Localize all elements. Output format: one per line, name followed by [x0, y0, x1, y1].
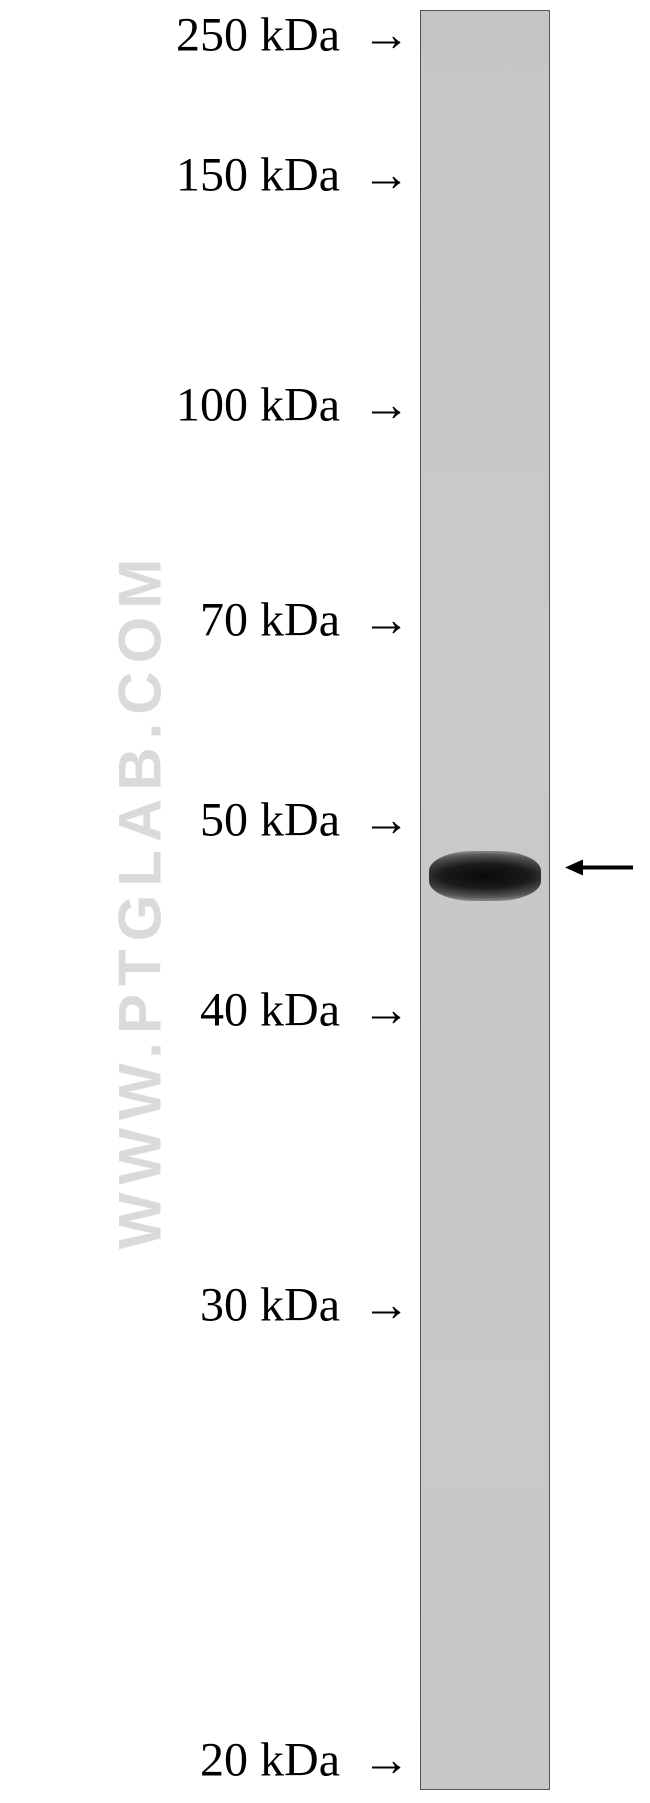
marker-arrow-icon: → — [362, 1278, 410, 1333]
marker-arrow-icon: → — [362, 1733, 410, 1788]
marker-label: 50 kDa — [200, 793, 340, 848]
marker-label: 250 kDa — [176, 8, 340, 63]
marker-arrow-icon: → — [362, 983, 410, 1038]
marker-label: 40 kDa — [200, 983, 340, 1038]
watermark-text: WWW.PTGLAB.COM — [106, 551, 175, 1250]
marker-arrow-icon: → — [362, 793, 410, 848]
western-blot-figure: WWW.PTGLAB.COM 250 kDa → 150 kDa → 100 k… — [0, 0, 650, 1803]
result-arrow-icon — [565, 853, 635, 888]
marker-label: 70 kDa — [200, 593, 340, 648]
marker-label: 100 kDa — [176, 378, 340, 433]
marker-arrow-icon: → — [362, 8, 410, 63]
marker-arrow-icon: → — [362, 593, 410, 648]
blot-lane — [420, 10, 550, 1790]
marker-label: 20 kDa — [200, 1733, 340, 1788]
marker-arrow-icon: → — [362, 378, 410, 433]
marker-arrow-icon: → — [362, 148, 410, 203]
protein-band — [429, 851, 541, 901]
marker-label: 30 kDa — [200, 1278, 340, 1333]
marker-label: 150 kDa — [176, 148, 340, 203]
